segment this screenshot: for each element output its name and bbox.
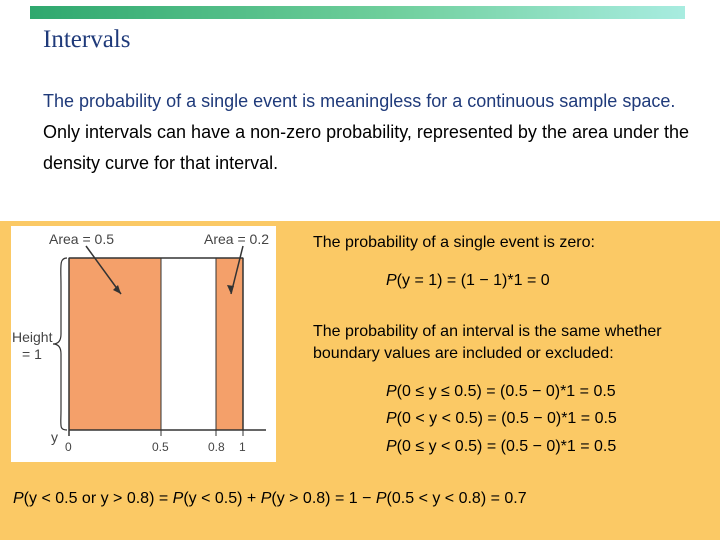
- interval-equation-1: P(0 ≤ y ≤ 0.5) = (0.5 − 0)*1 = 0.5: [386, 383, 616, 400]
- p-symbol: P: [375, 490, 387, 507]
- arrow-left-line: [85, 245, 122, 295]
- arrow-right-head: [227, 285, 234, 294]
- p-symbol: P: [386, 383, 397, 400]
- single-event-heading: The probability of a single event is zer…: [313, 234, 595, 251]
- uniform-density-figure: Area = 0.5 Area = 0.2 y 0 0.5 0.8 1: [11, 226, 276, 462]
- accent-bar: [30, 6, 685, 19]
- area-left-rect: [68, 257, 162, 431]
- intro-paragraph: The probability of a single event is mea…: [43, 86, 703, 179]
- intro-emphasis: The probability of a single event is mea…: [43, 91, 676, 111]
- single-event-equation: P(y = 1) = (1 − 1)*1 = 0: [386, 272, 550, 289]
- p-symbol: P: [386, 410, 397, 427]
- p-symbol: P: [386, 272, 397, 289]
- height-label-line1: Height: [12, 329, 53, 345]
- density-plot: [52, 245, 266, 436]
- tick-label-08: 0.8: [208, 440, 225, 454]
- tick-label-05: 0.5: [152, 440, 169, 454]
- slide-title: Intervals: [43, 26, 131, 53]
- tick-label-1: 1: [239, 440, 246, 454]
- arrow-left-head: [113, 285, 121, 294]
- p-symbol: P: [386, 438, 397, 455]
- interval-equation-3: P(0 ≤ y < 0.5) = (0.5 − 0)*1 = 0.5: [386, 438, 617, 455]
- y-axis-variable-label: y: [51, 429, 58, 445]
- height-brace: [52, 257, 68, 431]
- area-right-rect: [215, 257, 244, 431]
- height-label-line2: = 1: [22, 346, 42, 362]
- complement-equation: P(y < 0.5 or y > 0.8) = P(y < 0.5) + P(y…: [13, 490, 527, 507]
- intro-rest: Only intervals can have a non-zero proba…: [43, 122, 690, 173]
- area-left-label: Area = 0.5: [49, 231, 114, 247]
- interval-equation-2: P(0 < y < 0.5) = (0.5 − 0)*1 = 0.5: [386, 410, 617, 427]
- p-symbol: P: [260, 490, 272, 507]
- area-right-label: Area = 0.2: [204, 231, 269, 247]
- interval-heading: The probability of an interval is the sa…: [313, 323, 662, 362]
- tick-label-0: 0: [65, 440, 72, 454]
- p-symbol: P: [13, 490, 24, 507]
- p-symbol: P: [172, 490, 184, 507]
